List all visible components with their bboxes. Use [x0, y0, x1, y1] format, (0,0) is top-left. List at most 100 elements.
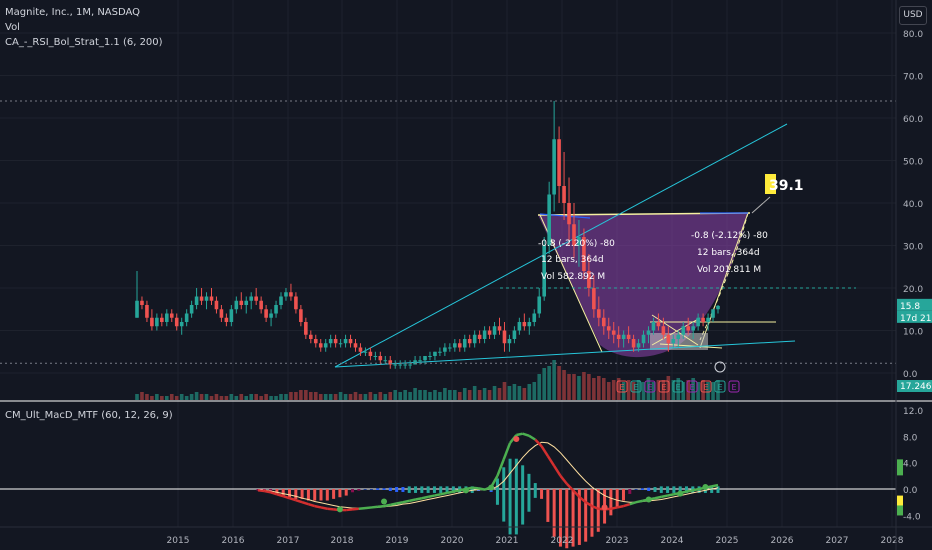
volume-bar	[562, 370, 566, 400]
cup-right-dashed	[699, 212, 749, 341]
volume-bar	[313, 392, 318, 400]
volume-bar	[616, 378, 621, 400]
volume-bar	[274, 396, 278, 400]
volume-bar	[487, 390, 492, 400]
candle-body	[363, 351, 368, 353]
y-tick-label: 0.0	[903, 370, 918, 380]
volume-legend: Vol	[5, 22, 20, 33]
macd-cross-dot	[462, 487, 469, 494]
macd-histogram-bar	[470, 486, 474, 493]
earnings-marker	[616, 380, 628, 393]
earnings-marker-label: E	[647, 383, 652, 392]
volume-bar	[194, 392, 199, 400]
x-tick-label: 2025	[716, 536, 739, 546]
volume-bar	[641, 382, 646, 400]
macd-histogram-bar	[407, 486, 411, 493]
candle-body	[234, 300, 239, 310]
volume-bar	[502, 382, 507, 400]
candle-body	[259, 300, 263, 310]
macd-histogram-bar	[351, 489, 355, 493]
candle-body	[393, 364, 398, 366]
annotation-left-line3: Vol 582.892 M	[541, 272, 605, 282]
candle-body	[239, 300, 244, 305]
candle-body	[497, 326, 502, 331]
candle-body	[244, 300, 249, 305]
macd-line-segment	[364, 506, 372, 510]
x-tick-label: 2018	[331, 536, 354, 546]
candle-body	[174, 317, 179, 327]
candle-body	[164, 313, 169, 322]
candle-body	[373, 356, 378, 357]
volume-bar	[249, 394, 254, 400]
macd-line-segment	[472, 486, 479, 490]
candle-body	[671, 339, 676, 344]
lower-trend-line	[334, 340, 796, 368]
macd-line-segment	[661, 494, 668, 499]
macd-line-segment	[446, 490, 454, 495]
macd-histogram-bar	[288, 489, 292, 498]
candle-body	[701, 317, 705, 322]
candle-body	[462, 339, 467, 348]
candle-body	[318, 343, 323, 348]
currency-button[interactable]: USD	[899, 6, 927, 25]
candle-body	[140, 300, 144, 305]
candle-body	[587, 271, 591, 288]
macd-line-segment	[289, 497, 297, 502]
macd-histogram-bar	[451, 486, 455, 493]
volume-bar	[338, 392, 343, 400]
volume-bar	[557, 366, 561, 400]
volume-bar	[646, 378, 651, 400]
volume-bar	[716, 380, 720, 400]
macd-histogram-bar	[672, 486, 676, 493]
volume-bar	[363, 394, 368, 400]
macd-histogram-bar	[414, 486, 418, 493]
candle-body	[572, 224, 576, 246]
candle-body	[403, 364, 407, 366]
pattern-cross-1	[651, 314, 699, 346]
macd-line-segment	[434, 493, 441, 497]
volume-bar	[403, 390, 407, 400]
y-tick-label: 40.0	[903, 200, 923, 210]
y-tick-label: 30.0	[903, 243, 923, 253]
candle-body	[269, 313, 273, 318]
volume-bar	[477, 390, 482, 400]
macd-histogram-bar	[615, 489, 619, 508]
volume-bar	[656, 380, 661, 400]
macd-histogram-bar	[647, 487, 651, 491]
candle-body	[398, 364, 402, 366]
candle-body	[323, 343, 328, 348]
price-badge: 15.8	[900, 302, 920, 312]
macd-histogram-bar	[634, 489, 638, 490]
volume-bar	[572, 374, 576, 400]
x-tick-label: 2024	[661, 536, 684, 546]
candle-body	[184, 313, 189, 322]
macd-histogram-bar	[565, 489, 569, 549]
macd-line-segment	[692, 487, 700, 492]
candle-body	[691, 326, 695, 331]
macd-histogram-bar	[300, 489, 304, 499]
macd-histogram-bar	[508, 458, 512, 535]
volume-bar	[209, 396, 214, 400]
volume-bar	[592, 378, 596, 400]
volume-bar	[497, 388, 502, 400]
candle-body	[299, 309, 303, 322]
candle-body	[706, 317, 710, 322]
lightning-icon	[714, 361, 726, 373]
macd-line-segment	[377, 504, 385, 509]
macd-histogram-bar	[426, 486, 430, 493]
volume-bar	[686, 380, 691, 400]
macd-line-segment	[711, 483, 719, 488]
volume-bar	[621, 382, 626, 400]
earnings-marker	[658, 380, 670, 393]
candle-body	[438, 351, 442, 353]
candle-body	[631, 339, 636, 348]
macd-line-segment	[565, 482, 574, 492]
candle-body	[582, 237, 586, 271]
target-arrow	[751, 196, 771, 214]
candle-body	[194, 296, 199, 305]
volume-bar	[259, 396, 263, 400]
trend-lines	[334, 123, 796, 368]
volume-bar	[666, 376, 671, 400]
macd-line-segment	[540, 445, 549, 457]
